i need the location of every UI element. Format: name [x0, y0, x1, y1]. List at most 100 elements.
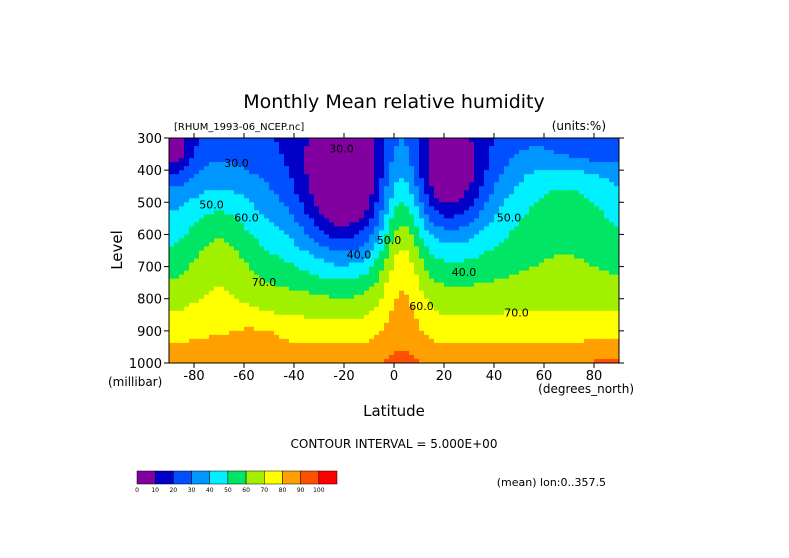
field-cell	[474, 174, 480, 179]
field-cell	[324, 266, 330, 272]
field-cell	[219, 282, 225, 288]
field-cell	[229, 342, 235, 348]
field-cell	[354, 286, 360, 292]
field-cell	[594, 270, 600, 276]
field-cell	[559, 222, 565, 227]
field-cell	[384, 150, 390, 155]
field-cell	[459, 322, 465, 328]
field-cell	[559, 278, 565, 284]
field-cell	[359, 290, 365, 296]
field-cell	[359, 166, 365, 171]
field-cell	[284, 158, 290, 163]
field-cell	[299, 310, 305, 316]
field-cell	[479, 346, 485, 352]
field-cell	[194, 338, 200, 344]
field-cell	[439, 166, 445, 171]
field-cell	[309, 342, 315, 348]
field-cell	[479, 322, 485, 328]
field-cell	[349, 138, 355, 143]
field-cell	[259, 254, 265, 260]
field-cell	[599, 178, 605, 183]
field-cell	[604, 150, 610, 155]
field-cell	[394, 338, 400, 344]
field-cell	[269, 246, 275, 252]
field-cell	[549, 170, 555, 175]
field-cell	[519, 218, 525, 223]
field-cell	[424, 170, 430, 175]
field-cell	[599, 290, 605, 296]
field-cell	[589, 314, 595, 320]
field-cell	[334, 142, 340, 147]
field-cell	[544, 338, 550, 344]
field-cell	[524, 218, 530, 223]
field-cell	[189, 218, 195, 223]
field-cell	[209, 138, 215, 143]
field-cell	[489, 210, 495, 215]
field-cell	[274, 182, 280, 187]
field-cell	[484, 142, 490, 147]
field-cell	[494, 190, 500, 195]
field-cell	[489, 202, 495, 207]
field-cell	[554, 282, 560, 288]
field-cell	[304, 310, 310, 316]
field-cell	[519, 338, 525, 344]
field-cell	[454, 342, 460, 348]
field-cell	[294, 178, 300, 183]
field-cell	[224, 194, 230, 199]
field-cell	[249, 234, 255, 240]
field-cell	[319, 334, 325, 340]
field-cell	[269, 158, 275, 163]
field-cell	[374, 326, 380, 332]
field-cell	[279, 206, 285, 211]
field-cell	[549, 158, 555, 163]
field-cell	[184, 206, 190, 211]
field-cell	[389, 334, 395, 340]
field-cell	[309, 170, 315, 175]
field-cell	[344, 338, 350, 344]
field-cell	[254, 294, 260, 300]
field-cell	[404, 286, 410, 292]
field-cell	[254, 346, 260, 352]
field-cell	[369, 242, 375, 248]
field-cell	[519, 150, 525, 155]
field-cell	[589, 158, 595, 163]
field-cell	[269, 322, 275, 328]
field-cell	[574, 322, 580, 328]
field-cell	[324, 258, 330, 264]
field-cell	[229, 354, 235, 360]
field-cell	[449, 254, 455, 260]
field-cell	[174, 162, 180, 167]
field-cell	[329, 138, 335, 143]
field-cell	[249, 198, 255, 203]
field-cell	[539, 338, 545, 344]
field-cell	[384, 330, 390, 336]
field-cell	[594, 250, 600, 256]
field-cell	[549, 226, 555, 232]
field-cell	[434, 254, 440, 260]
field-cell	[589, 294, 595, 300]
field-cell	[279, 270, 285, 276]
field-cell	[464, 306, 470, 312]
field-cell	[584, 246, 590, 252]
field-cell	[594, 338, 600, 344]
field-cell	[564, 314, 570, 320]
field-cell	[489, 234, 495, 240]
field-cell	[439, 202, 445, 207]
field-cell	[244, 234, 250, 240]
field-cell	[424, 146, 430, 151]
field-cell	[569, 154, 575, 159]
field-cell	[429, 306, 435, 312]
field-cell	[234, 298, 240, 304]
field-cell	[244, 186, 250, 191]
field-cell	[334, 290, 340, 296]
field-cell	[289, 282, 295, 288]
field-cell	[219, 334, 225, 340]
field-cell	[289, 190, 295, 195]
field-cell	[279, 198, 285, 203]
field-cell	[474, 242, 480, 248]
field-cell	[269, 326, 275, 332]
field-cell	[244, 218, 250, 223]
field-cell	[269, 334, 275, 340]
field-cell	[369, 214, 375, 219]
field-cell	[169, 198, 175, 203]
